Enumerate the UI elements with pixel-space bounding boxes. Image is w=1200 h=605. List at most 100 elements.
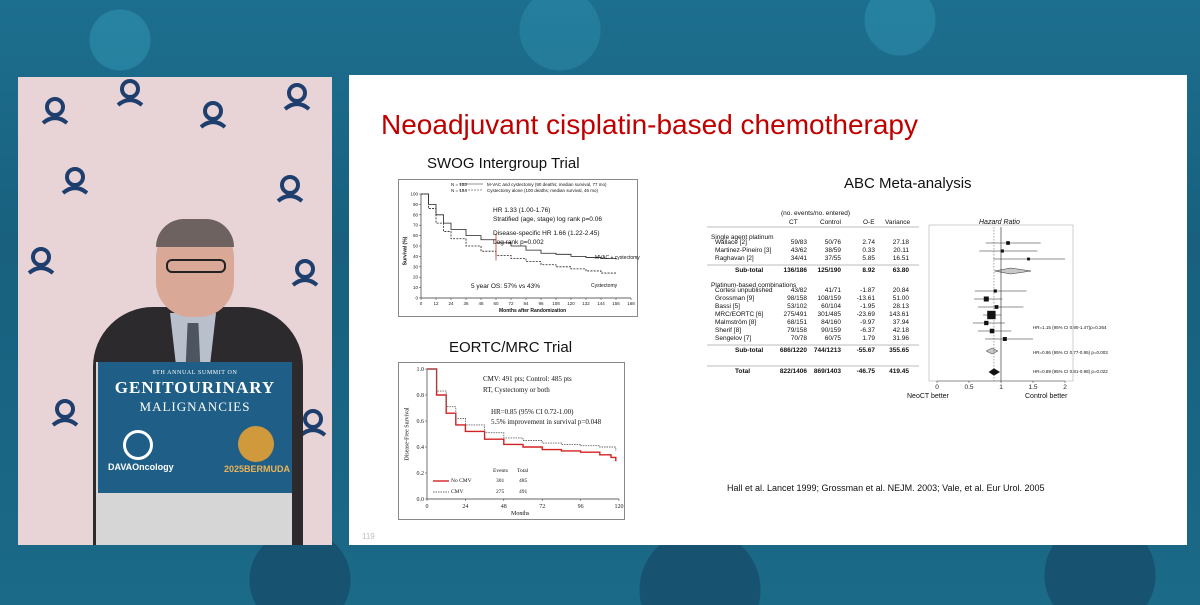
meta-cell-control: 37/55 [824,255,841,262]
meta-cell-ct: 686/1220 [779,347,807,354]
forest-study-marker [994,305,999,309]
favours-neoct: NeoCT better [907,393,949,400]
forest-title: Hazard Ratio [979,219,1020,226]
eortc-cmv-total: 491 [519,489,528,495]
swog-x-tick-label: 84 [523,301,529,306]
meta-cell-trial: Raghavan [2] [715,255,754,262]
meta-col-control: Control [820,219,841,226]
podium-edition: 8TH ANNUAL SUMMIT ON [152,370,238,376]
swog-label-cyst: Cystectomy [591,283,618,289]
eortc-xlabel: Months [511,511,530,517]
meta-cell-ct: 43/62 [790,247,807,254]
eortc-y-tick-label: 1.0 [417,367,425,373]
eortc-hr: HR=0.85 (95% CI 0.72-1.00) [491,408,574,416]
backdrop-logo-icon [280,81,314,115]
meta-cell-oe: -46.75 [856,368,875,375]
meta-cell-oe: -23.69 [856,311,875,318]
favours-control: Control better [1025,393,1068,400]
speaker-video: 8TH ANNUAL SUMMIT ON GENITOURINARY MALIG… [18,77,332,545]
swog-ylabel: Survival (%) [402,236,409,266]
swog-legend-s2: Cystectomy alone (100 deaths; median sur… [487,188,599,193]
eortc-nocmv-events: 301 [496,478,505,484]
eortc-x-tick-label: 96 [578,504,584,510]
swog-x-tick-label: 48 [478,301,484,306]
meta-cell-ct: 68/151 [787,319,807,326]
meta-cell-oe: -6.37 [860,327,875,334]
meta-cell-variance: 31.96 [892,335,909,342]
swog-x-tick-label: 168 [627,301,635,306]
forest-study-marker [989,328,995,334]
meta-cell-oe: -55.67 [856,347,875,354]
swog-y-tick-label: 50 [413,244,419,249]
swog-y-tick-label: 80 [413,212,419,217]
forest-study-marker [984,320,989,326]
meta-group1: Single agent platinum [711,234,774,241]
swog-y-tick-label: 30 [413,264,419,269]
meta-cell-oe: 5.85 [862,255,875,262]
eortc-series-nocmv [427,368,617,462]
meta-cell-trial: Sub-total [735,347,764,354]
eortc-legend-cmv: CMV [451,489,464,495]
dava-logo: DAVAOncology [108,430,174,472]
forest-study-marker [987,310,996,320]
meta-cell-trial: Cortesi unpublished [715,287,773,294]
meta-cell-control: 38/59 [824,247,841,254]
swog-y-tick-label: 40 [413,254,419,259]
eortc-legend-nocmv: No CMV [451,478,472,484]
event-logo: 2025BERMUDA [224,426,290,474]
swog-os-note: 5 year OS: 57% vs 43% [471,283,541,290]
forest-pooled-diamond [994,267,1032,275]
meta-cell-ct: 275/491 [783,311,808,318]
speaker-glasses [166,259,226,273]
meta-cell-oe: -1.95 [860,303,875,310]
speaker-hair [156,219,234,247]
swog-y-tick-label: 20 [413,275,419,280]
meta-cell-control: 60/104 [821,303,841,310]
meta-cell-variance: 63.80 [892,267,909,274]
eortc-series-cmv [427,368,617,451]
swog-x-tick-label: 96 [538,301,544,306]
eortc-y-tick-label: 0.0 [417,497,425,503]
eortc-x-tick-label: 72 [539,504,545,510]
meta-cell-variance: 42.18 [892,327,909,334]
hr-subtotal2: HR=0.86 (95% CI 0.77-0.95) p=0.003 [1033,350,1108,355]
eortc-x-tick-label: 24 [462,504,468,510]
eortc-note1: CMV: 491 pts; Control: 485 pts [483,375,572,383]
swog-x-tick-label: 36 [463,301,469,306]
forest-study-marker [1002,337,1007,341]
swog-x-tick-label: 12 [433,301,439,306]
swog-legend-s1: M-VAC and cystectomy (90 deaths; median … [487,182,607,187]
swog-legend-n2: N = 154 [451,188,467,193]
meta-heading: ABC Meta-analysis [844,175,972,192]
swog-y-tick-label: 10 [413,285,419,290]
meta-cell-ct: 59/83 [790,239,807,246]
backdrop-logo-icon [288,257,322,291]
meta-cell-oe: 2.74 [862,239,875,246]
meta-cell-control: 50/76 [824,239,841,246]
meta-cell-variance: 27.18 [892,239,909,246]
meta-cell-trial: Wallace [2] [715,239,747,246]
forest-x-tick-label: 1 [999,384,1003,391]
meta-cell-variance: 143.61 [889,311,909,318]
forest-study-marker [1006,241,1010,245]
forest-x-tick-label: 1.5 [1028,384,1037,391]
eortc-y-tick-label: 0.4 [417,445,425,451]
forest-study-marker [983,296,989,302]
swog-x-tick-label: 156 [612,301,620,306]
meta-cell-oe: -1.87 [860,287,875,294]
swog-x-tick-label: 144 [597,301,605,306]
bermuda-seal-icon [238,426,274,462]
meta-cell-oe: 0.33 [862,247,875,254]
meta-cell-ct: 34/41 [790,255,807,262]
meta-cell-trial: Grossman [9] [715,295,755,302]
swog-hr: HR 1.33 (1.00-1.76) [493,207,551,214]
meta-cell-ct: 136/186 [783,267,808,274]
meta-cell-ct: 53/102 [787,303,807,310]
meta-cell-ct: 43/82 [790,287,807,294]
meta-cell-control: 125/190 [817,267,842,274]
forest-x-tick-label: 0 [935,384,939,391]
meta-col-variance: Variance [885,219,911,226]
meta-cell-variance: 16.51 [892,255,909,262]
slide-title: Neoadjuvant cisplatin-based chemotherapy [381,109,918,140]
swog-y-tick-label: 90 [413,202,419,207]
